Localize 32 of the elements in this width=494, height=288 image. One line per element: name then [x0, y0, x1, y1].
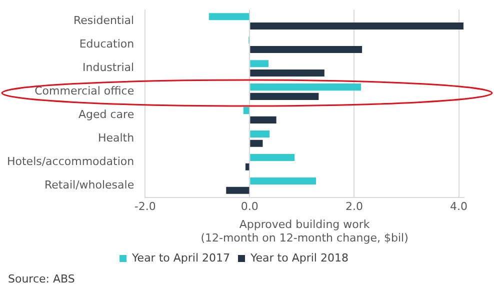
text: (12-month on 12-month change, $bil) [200, 231, 408, 244]
x-tick-label: 0.0 [240, 200, 258, 213]
source-note: Source: ABS [8, 272, 75, 286]
bar [208, 13, 250, 20]
bar [250, 140, 263, 147]
y-tick-label: Hotels/accommodation [6, 155, 134, 168]
text: Approved building work [239, 218, 370, 232]
x-tick-label: 4.0 [450, 200, 468, 213]
bar [250, 130, 270, 138]
x-tick-label: -2.0 [134, 200, 156, 213]
y-tick-label: Industrial [82, 61, 134, 74]
y-tick-label: Commercial office [34, 84, 134, 98]
bar [250, 116, 276, 124]
bar [243, 107, 250, 114]
y-tick-label: Retail/wholesale [44, 178, 134, 192]
bar [250, 46, 362, 54]
legend-label: Year to April 2017 [131, 251, 230, 264]
legend-label: Year to April 2018 [250, 251, 348, 264]
bar [250, 69, 324, 77]
bar [226, 186, 250, 194]
y-tick-label: Health [98, 132, 134, 145]
bar [250, 92, 319, 100]
y-tick-label: Aged care [78, 108, 134, 122]
x-tick-label: 2.0 [345, 200, 363, 213]
bar [250, 154, 295, 162]
bar [245, 163, 250, 170]
bar [250, 22, 464, 30]
y-tick-label: Education [79, 38, 134, 51]
bar [250, 177, 316, 184]
bar [250, 84, 362, 91]
bar [250, 60, 268, 68]
y-tick-label: Residential [74, 14, 134, 28]
